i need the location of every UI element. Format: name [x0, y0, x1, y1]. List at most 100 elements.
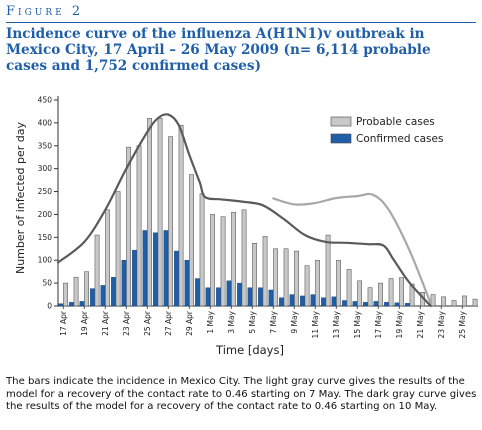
x-tick-label: 21 Apr — [101, 310, 110, 336]
probable-cases-bar — [178, 124, 184, 307]
confirmed-cases-bar — [373, 301, 379, 307]
probable-cases-bar — [210, 214, 215, 307]
light-gray-curve — [272, 192, 432, 305]
probable-cases-bar — [63, 282, 68, 307]
legend-swatch — [330, 133, 352, 144]
confirmed-cases-bar — [331, 296, 337, 307]
legend-label: Probable cases — [356, 116, 435, 128]
probable-cases-bar — [283, 248, 289, 307]
confirmed-cases-bar — [237, 282, 242, 307]
legend-swatch — [330, 116, 352, 127]
probable-cases-bar — [126, 146, 131, 307]
confirmed-cases-bar — [321, 297, 326, 307]
confirmed-cases-bar — [195, 278, 200, 307]
confirmed-cases-bar — [205, 287, 211, 307]
probable-cases-bar — [304, 265, 310, 307]
probable-cases-bar — [472, 298, 478, 307]
y-tick-label: 0 — [47, 302, 52, 311]
probable-cases-bar — [273, 248, 278, 307]
confirmed-cases-bar — [394, 302, 400, 307]
confirmed-cases-bar — [405, 303, 410, 307]
confirmed-cases-bar — [184, 260, 190, 307]
probable-cases-bar — [325, 234, 331, 307]
y-tick-label: 300 — [38, 164, 53, 173]
x-tick-label: 25 May — [458, 310, 467, 338]
confirmed-cases-bar — [174, 250, 179, 307]
x-tick-label: 13 May — [332, 310, 341, 338]
confirmed-cases-bar — [121, 260, 127, 307]
y-tick-label: 200 — [38, 210, 53, 219]
x-tick-label: 1 May — [206, 310, 215, 333]
confirmed-cases-bar — [153, 232, 158, 307]
title-rule — [6, 22, 476, 23]
probable-cases-bar — [430, 294, 436, 307]
x-tick-label: 15 May — [353, 310, 362, 338]
probable-cases-bar — [357, 280, 362, 307]
x-tick-label: 17 May — [374, 310, 383, 338]
confirmed-cases-bar — [258, 287, 263, 307]
confirmed-cases-bar — [69, 302, 74, 307]
y-axis-label: Number of infected per day — [14, 121, 27, 274]
probable-cases-bar — [399, 277, 404, 307]
y-tick-label: 450 — [38, 96, 53, 105]
probable-cases-bar — [168, 136, 173, 307]
figure-title: Incidence curve of the influenza A(H1N1)… — [6, 26, 431, 74]
probable-cases-bar — [189, 174, 194, 307]
x-tick-label: 21 May — [416, 310, 425, 338]
confirmed-cases-bar — [363, 302, 368, 307]
probable-cases-bar — [105, 209, 110, 307]
probable-cases-bar — [346, 269, 352, 307]
legend-label: Confirmed cases — [356, 133, 443, 145]
x-tick-label: 27 Apr — [164, 310, 173, 336]
x-tick-label: 7 May — [269, 310, 278, 333]
confirmed-cases-bar — [268, 289, 274, 307]
chart-svg: 0 50 100 150 200 250 300 350 400 450 17 Apr 19 Apr 2… — [14, 96, 478, 357]
caption: The bars indicate the incidence in Mexic… — [6, 376, 477, 413]
y-tick-label: 150 — [38, 233, 53, 242]
x-tick-label: 17 Apr — [59, 310, 68, 336]
probable-cases-bar — [462, 295, 467, 307]
probable-cases-bar — [136, 145, 142, 307]
probable-cases-bar — [73, 276, 79, 307]
probable-cases-bar — [220, 216, 226, 307]
probable-cases-bar — [147, 118, 152, 307]
y-tick-label: 400 — [38, 118, 53, 127]
confirmed-cases-bar — [289, 294, 295, 307]
probable-cases-bar — [441, 296, 446, 307]
probable-cases-bar — [451, 300, 457, 307]
probable-cases-bar — [84, 271, 89, 307]
confirmed-cases-bar — [300, 295, 305, 307]
x-tick-label: 9 May — [290, 310, 299, 333]
confirmed-cases-bar — [132, 249, 137, 307]
x-tick-label: 19 Apr — [80, 310, 89, 336]
confirmed-cases-bar — [226, 280, 232, 307]
x-tick-label: 5 May — [248, 310, 257, 333]
confirmed-cases-bar — [111, 276, 116, 307]
confirmed-cases-bar — [279, 297, 284, 307]
probable-cases-bar — [336, 259, 341, 307]
y-tick-label: 50 — [42, 279, 52, 288]
confirmed-cases-bar — [247, 287, 253, 307]
confirmed-cases-bar — [342, 300, 347, 307]
x-axis-label: Time [days] — [215, 343, 284, 357]
confirmed-cases-bar — [352, 301, 358, 307]
x-tick-label: 19 May — [395, 310, 404, 338]
probable-cases-bar — [115, 191, 121, 307]
probable-cases-bar — [262, 236, 268, 307]
y-tick-label: 350 — [38, 141, 53, 150]
confirmed-cases-bar — [384, 302, 389, 307]
x-tick-label: 23 May — [437, 310, 446, 338]
confirmed-cases-bar — [79, 301, 85, 307]
y-tick-label: 250 — [38, 187, 53, 196]
x-tick-label: 25 Apr — [143, 310, 152, 336]
x-tick-label: 3 May — [227, 310, 236, 333]
confirmed-cases-bar — [100, 285, 106, 307]
probable-cases-bar — [315, 259, 320, 307]
probable-cases-bar — [241, 209, 247, 307]
probable-cases-bar — [388, 278, 394, 307]
probable-cases-bar — [409, 283, 415, 307]
probable-cases-bar — [157, 118, 163, 307]
y-tick-label: 100 — [38, 256, 53, 265]
figure-label: Figure 2 — [6, 4, 84, 19]
x-tick-label: 11 May — [311, 310, 320, 338]
